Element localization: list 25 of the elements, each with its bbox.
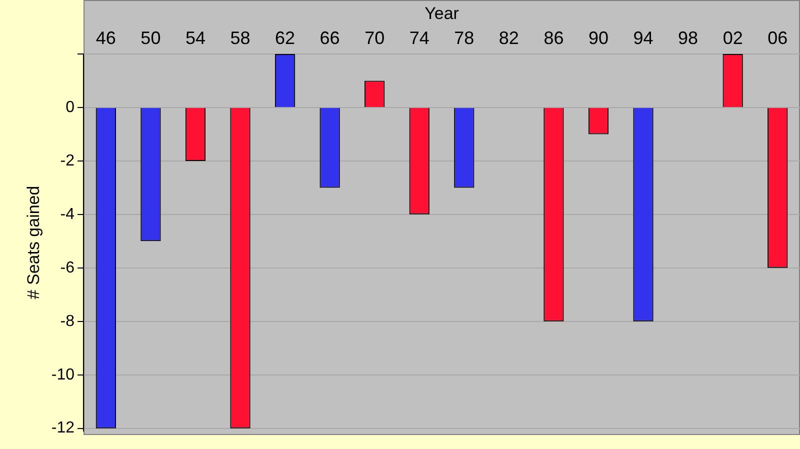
x-tick-label: 02 — [722, 28, 743, 48]
x-tick-label: 62 — [275, 28, 296, 48]
x-tick-label: 74 — [409, 28, 430, 48]
x-tick-label: 66 — [320, 28, 340, 48]
x-tick-label: 90 — [588, 28, 609, 48]
x-tick-label: 98 — [678, 28, 698, 48]
x-tick-label: 58 — [230, 28, 250, 48]
x-tick-label: 94 — [633, 28, 654, 48]
y-tick-label: 0 — [66, 98, 75, 116]
x-tick-label: 46 — [96, 28, 116, 48]
y-axis-title: # Seats gained — [24, 186, 43, 300]
x-tick-label: 50 — [140, 28, 161, 48]
x-tick-label: 70 — [364, 28, 385, 48]
x-axis-title: Year — [424, 4, 460, 23]
y-tick-label: -10 — [51, 366, 75, 384]
y-tick-label: -2 — [60, 152, 75, 170]
y-tick-label: -6 — [60, 259, 75, 276]
y-tick-label: -12 — [51, 420, 75, 437]
x-tick-label: 54 — [185, 28, 206, 48]
y-tick-label: -4 — [60, 206, 75, 223]
x-tick-label: 86 — [544, 28, 564, 48]
x-tick-label: 78 — [454, 28, 474, 48]
x-tick-label: 06 — [768, 28, 788, 48]
x-tick-label: 82 — [498, 28, 519, 48]
y-tick-label: -8 — [60, 312, 75, 330]
